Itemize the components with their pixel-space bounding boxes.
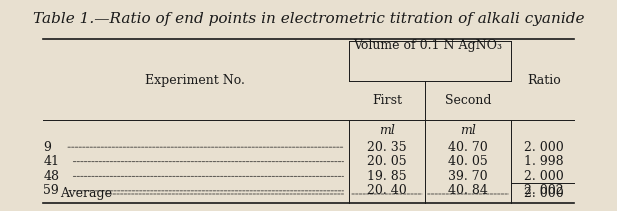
Text: Experiment No.: Experiment No. bbox=[145, 74, 245, 87]
Text: Volume of 0.1 N AgNO₃: Volume of 0.1 N AgNO₃ bbox=[353, 39, 502, 52]
Text: 59: 59 bbox=[43, 184, 59, 197]
Text: 9: 9 bbox=[43, 141, 51, 154]
Text: First: First bbox=[372, 94, 402, 107]
Text: 40. 70: 40. 70 bbox=[448, 141, 488, 154]
Text: ml: ml bbox=[460, 124, 476, 137]
Text: 40. 84: 40. 84 bbox=[448, 184, 488, 197]
Text: 41: 41 bbox=[43, 155, 59, 168]
Text: 39. 70: 39. 70 bbox=[449, 170, 488, 183]
Text: 20. 40: 20. 40 bbox=[367, 184, 407, 197]
Text: Ratio: Ratio bbox=[527, 74, 561, 87]
Text: 40. 05: 40. 05 bbox=[448, 155, 488, 168]
Text: 20. 35: 20. 35 bbox=[367, 141, 407, 154]
Text: 2. 002: 2. 002 bbox=[524, 184, 563, 197]
Text: Second: Second bbox=[445, 94, 491, 107]
Text: 2. 000: 2. 000 bbox=[524, 170, 564, 183]
Text: 20. 05: 20. 05 bbox=[367, 155, 407, 168]
Text: 19. 85: 19. 85 bbox=[367, 170, 407, 183]
Text: Average: Average bbox=[60, 188, 112, 200]
Text: Table 1.—Ratio of end points in electrometric titration of alkali cyanide: Table 1.—Ratio of end points in electrom… bbox=[33, 12, 584, 26]
Text: 2. 000: 2. 000 bbox=[524, 141, 564, 154]
Text: 1. 998: 1. 998 bbox=[524, 155, 563, 168]
Text: 2. 000: 2. 000 bbox=[524, 188, 564, 200]
Text: ml: ml bbox=[379, 124, 395, 137]
Text: 48: 48 bbox=[43, 170, 59, 183]
